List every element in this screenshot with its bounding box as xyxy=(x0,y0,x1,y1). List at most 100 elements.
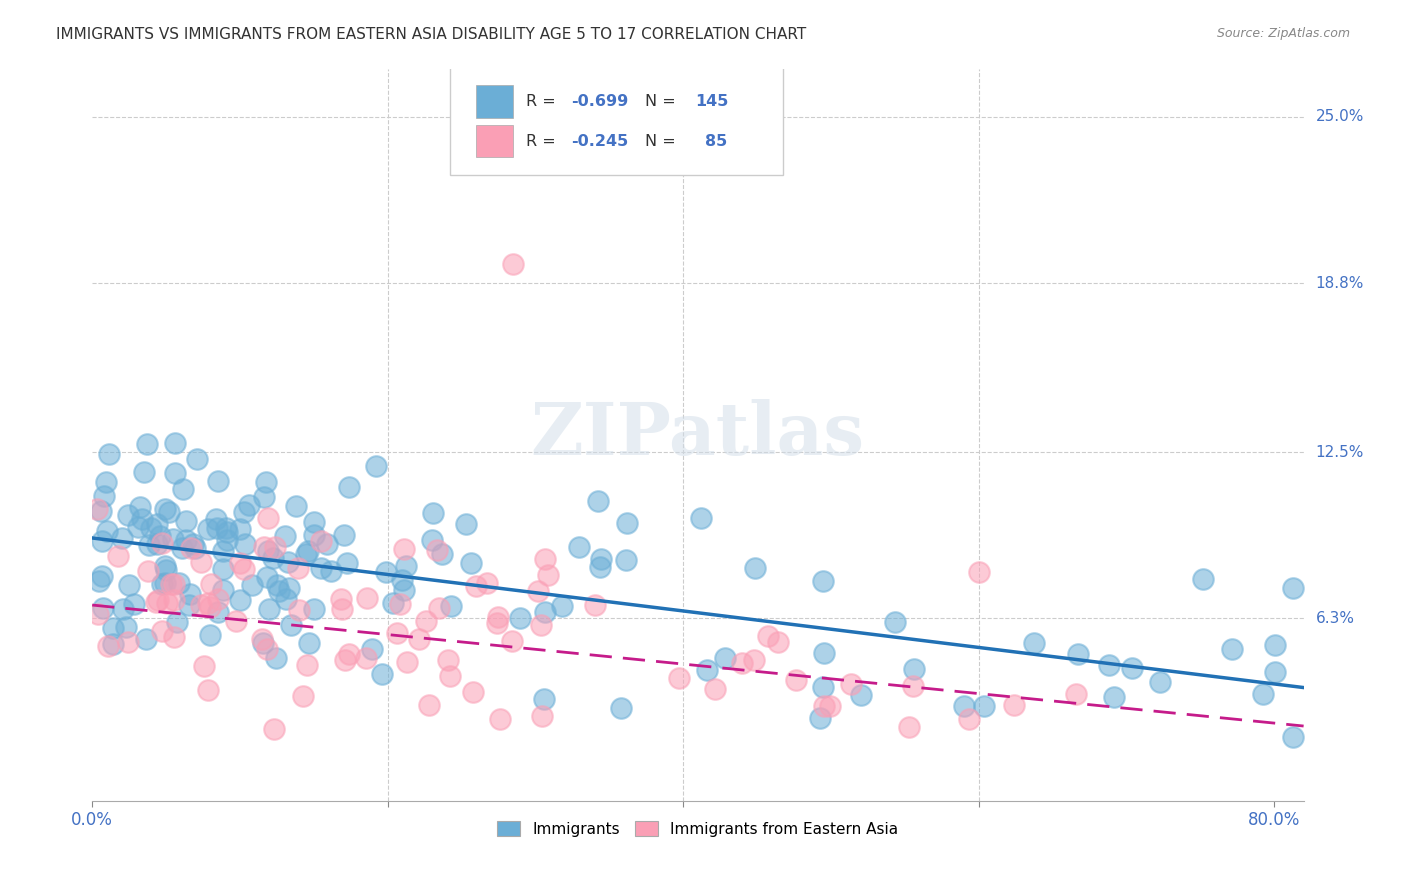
Point xyxy=(903,661,925,675)
Point xyxy=(146,592,169,607)
Point xyxy=(205,512,228,526)
Point xyxy=(1220,642,1243,657)
Point xyxy=(813,574,835,588)
Point xyxy=(360,641,382,656)
Point xyxy=(134,465,156,479)
Point xyxy=(179,599,201,613)
Point xyxy=(198,628,221,642)
Point xyxy=(375,565,398,579)
Point xyxy=(422,506,444,520)
Point xyxy=(488,712,510,726)
Point xyxy=(811,680,834,694)
Point xyxy=(136,564,159,578)
Point xyxy=(418,698,440,713)
Point xyxy=(537,568,560,582)
Point xyxy=(1097,657,1119,672)
Point xyxy=(197,596,219,610)
Point xyxy=(145,595,167,609)
Point xyxy=(356,591,378,606)
Point xyxy=(94,475,117,490)
Point xyxy=(1251,686,1274,700)
Point xyxy=(309,534,332,549)
Point xyxy=(967,565,990,579)
Text: -0.699: -0.699 xyxy=(571,94,628,109)
Point xyxy=(155,501,177,516)
Point xyxy=(439,669,461,683)
Point xyxy=(160,577,183,591)
Point xyxy=(690,511,713,525)
Point xyxy=(215,521,238,535)
Point xyxy=(207,474,229,488)
Point xyxy=(287,602,309,616)
Point xyxy=(172,541,194,555)
Point xyxy=(254,475,277,490)
Point xyxy=(616,516,638,530)
Point xyxy=(316,537,339,551)
Point xyxy=(257,602,280,616)
Point xyxy=(486,610,509,624)
Point xyxy=(953,698,976,713)
Point xyxy=(477,575,499,590)
Point xyxy=(273,529,295,543)
Point xyxy=(454,517,477,532)
Point xyxy=(98,447,121,461)
Point xyxy=(335,557,357,571)
Point xyxy=(129,500,152,514)
Point xyxy=(285,499,308,513)
Point xyxy=(319,564,342,578)
Point xyxy=(229,593,252,607)
Point xyxy=(588,560,610,574)
Point xyxy=(501,633,523,648)
Point xyxy=(139,521,162,535)
Point xyxy=(464,579,486,593)
Point xyxy=(1264,665,1286,680)
Text: 6.3%: 6.3% xyxy=(1316,611,1355,626)
Point xyxy=(179,586,201,600)
FancyBboxPatch shape xyxy=(477,86,513,118)
Point xyxy=(207,592,229,607)
Point xyxy=(839,677,862,691)
Point xyxy=(392,542,415,557)
Point xyxy=(408,632,430,646)
Point xyxy=(256,642,278,657)
Point xyxy=(233,537,256,551)
Point xyxy=(808,711,831,725)
Point xyxy=(240,578,263,592)
Point xyxy=(136,437,159,451)
Point xyxy=(415,614,437,628)
Point xyxy=(332,527,354,541)
Point xyxy=(696,663,718,677)
Point xyxy=(163,577,186,591)
Point xyxy=(333,653,356,667)
Point xyxy=(149,529,172,543)
Point xyxy=(485,615,508,630)
Text: N =: N = xyxy=(644,134,681,149)
Point xyxy=(509,611,531,625)
Point xyxy=(1264,638,1286,652)
Point xyxy=(156,596,179,610)
Point xyxy=(87,574,110,588)
Point xyxy=(131,512,153,526)
Point xyxy=(364,459,387,474)
Point xyxy=(256,570,278,584)
Point xyxy=(269,583,291,598)
Point xyxy=(155,563,177,577)
Point xyxy=(153,576,176,591)
Point xyxy=(589,552,612,566)
Point xyxy=(973,698,995,713)
Point xyxy=(295,547,318,561)
Point xyxy=(138,538,160,552)
Point xyxy=(114,620,136,634)
Point xyxy=(277,555,299,569)
Point xyxy=(155,558,177,573)
Point xyxy=(181,537,204,551)
FancyBboxPatch shape xyxy=(450,65,783,175)
Point xyxy=(118,578,141,592)
Text: Source: ZipAtlas.com: Source: ZipAtlas.com xyxy=(1216,27,1350,40)
Point xyxy=(253,490,276,504)
Point xyxy=(395,558,418,573)
Point xyxy=(330,592,353,607)
Point xyxy=(266,578,288,592)
Point xyxy=(229,523,252,537)
Point xyxy=(302,527,325,541)
